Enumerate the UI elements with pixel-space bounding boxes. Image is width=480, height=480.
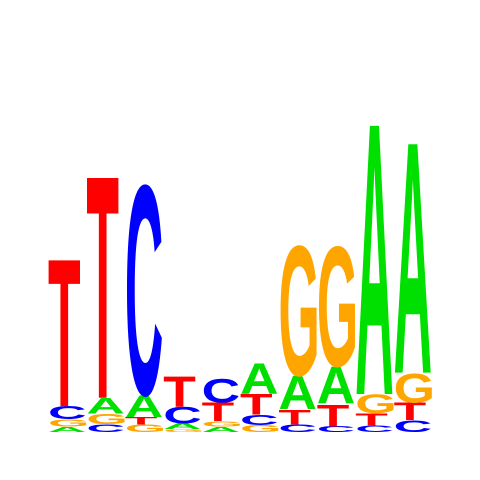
logo-letter-C-col9: C <box>355 424 394 434</box>
logo-letter-A-col5: A <box>202 425 241 433</box>
logo-letter-G-col2: G <box>86 411 127 427</box>
logo-letter-T-col7: T <box>278 405 311 429</box>
logo-letter-T-col9: T <box>355 410 388 430</box>
logo-letter-A-col3: A <box>125 389 164 424</box>
logo-letter-C-col1: C <box>48 403 87 423</box>
logo-letter-G-col6: G <box>240 423 281 434</box>
logo-letter-C-col8: C <box>317 425 356 434</box>
logo-letter-A-col6: A <box>240 355 279 404</box>
logo-letter-C-col10: C <box>394 417 433 435</box>
logo-letter-C-col7: C <box>278 423 317 435</box>
logo-letter-G-col4: G <box>163 429 204 433</box>
logo-letter-C-col5: C <box>202 373 241 410</box>
logo-letter-A-col1: A <box>48 425 87 434</box>
logo-letter-T-col10: T <box>394 397 427 425</box>
logo-letter-G-col7: G <box>278 206 319 414</box>
logo-letter-T-col5: T <box>202 397 235 426</box>
logo-letter-T-col4: T <box>163 368 196 416</box>
logo-letter-A-col2: A <box>86 394 125 419</box>
logo-letter-T-col6: T <box>240 389 273 422</box>
logo-letter-A-col9: A <box>355 41 394 477</box>
logo-letter-G-col9: G <box>355 389 396 419</box>
logo-letter-G-col3: G <box>125 423 166 435</box>
logo-letter-C-col3: C <box>125 123 164 459</box>
logo-letter-G-col8: G <box>317 211 358 403</box>
logo-letter-G-col1: G <box>48 417 89 429</box>
logo-letter-C-col4: C <box>163 402 202 429</box>
logo-letter-T-col8: T <box>317 398 350 433</box>
logo-letter-G-col10: G <box>394 366 435 412</box>
logo-letter-T-col1: T <box>48 214 81 451</box>
logo-letter-A-col10: A <box>394 74 433 444</box>
logo-letter-G-col5: G <box>202 420 243 428</box>
logo-letter-C-col6: C <box>240 412 279 428</box>
logo-letter-T-col3: T <box>125 415 158 427</box>
logo-letter-A-col7: A <box>278 366 317 420</box>
logo-letter-T-col2: T <box>86 109 119 466</box>
logo-letter-A-col8: A <box>317 357 356 416</box>
logo-letter-C-col2: C <box>86 422 125 434</box>
logo-letter-A-col4: A <box>163 422 202 431</box>
